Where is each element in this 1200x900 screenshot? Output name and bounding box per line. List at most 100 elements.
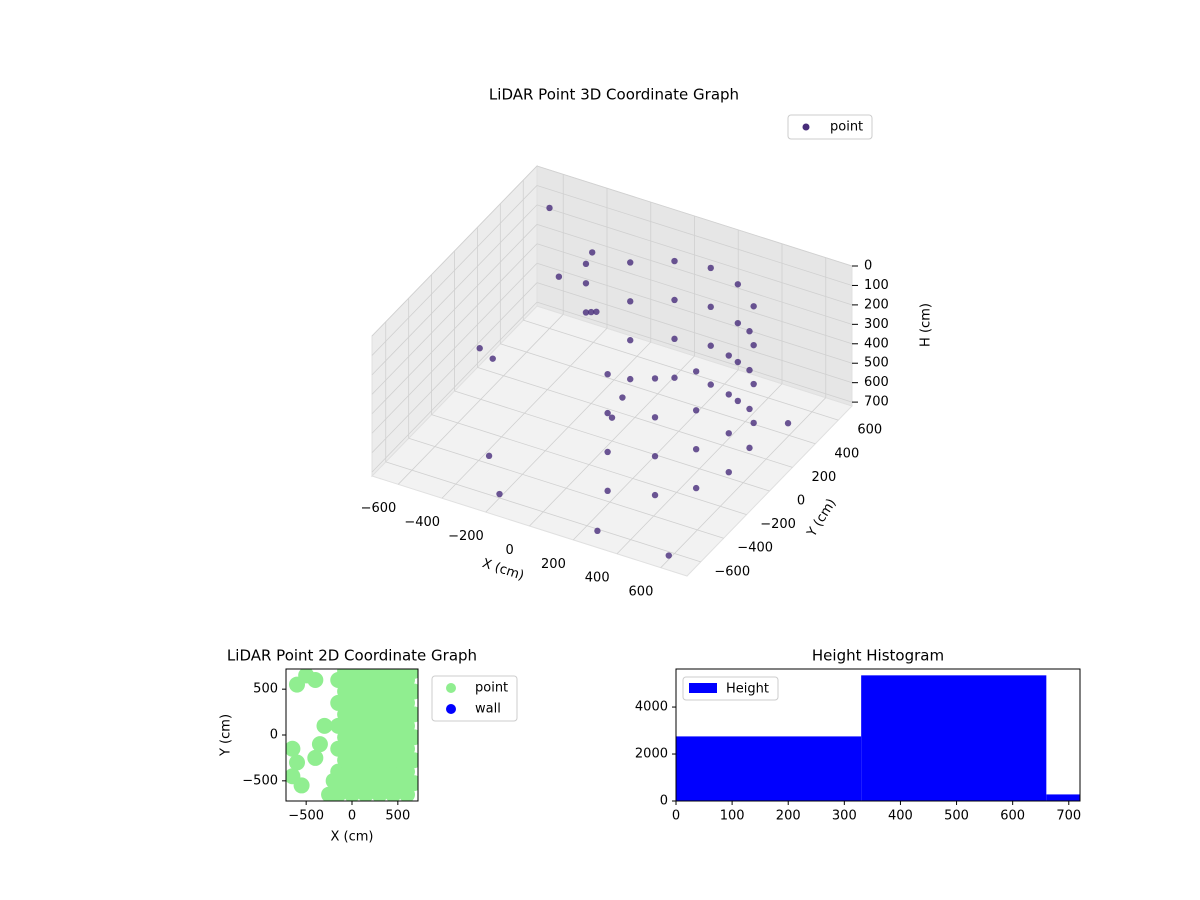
x-tick-label: 600 [1000, 809, 1025, 824]
grid-line [500, 343, 816, 445]
x-axis-label: X (cm) [331, 830, 374, 845]
point [496, 490, 503, 498]
y-tick-label: 500 [253, 682, 278, 697]
point [337, 706, 354, 723]
chart-title: LiDAR Point 2D Coordinate Graph [227, 647, 477, 665]
point [746, 366, 753, 374]
point [364, 775, 381, 792]
point [476, 345, 483, 352]
point [707, 381, 714, 388]
point [582, 260, 590, 268]
point [750, 303, 757, 310]
point [692, 407, 700, 414]
point [337, 683, 354, 700]
x-tick-label: 0 [672, 809, 680, 824]
point [746, 328, 753, 335]
point [289, 676, 305, 693]
point [293, 777, 310, 794]
x-tick-label: −400 [404, 515, 440, 530]
point [378, 752, 395, 769]
x-axis-label: X (cm) [480, 556, 526, 584]
point [665, 552, 672, 559]
x-tick-label: −500 [288, 809, 324, 824]
x-tick-label: 700 [1056, 809, 1081, 824]
grid-line [371, 204, 538, 376]
legend-marker [446, 683, 456, 693]
point [307, 672, 324, 688]
point [350, 752, 367, 769]
x-tick-label: 300 [832, 809, 857, 824]
point [405, 706, 418, 723]
x-tick-label: 600 [629, 585, 654, 600]
grid-line [536, 262, 853, 364]
point [707, 303, 714, 311]
point [485, 452, 493, 460]
point [750, 341, 757, 349]
grid-line [477, 367, 793, 468]
z-tick-label: 700 [864, 395, 889, 410]
point [286, 740, 301, 757]
point [707, 342, 714, 349]
point [594, 527, 601, 535]
y-tick-label: −400 [737, 541, 773, 556]
point [378, 729, 395, 746]
point [350, 729, 367, 746]
grid-line [371, 243, 538, 415]
point [627, 337, 634, 344]
grid-line [371, 262, 538, 434]
z-tick-label: 0 [864, 259, 872, 274]
legend-marker [446, 704, 456, 714]
point [725, 468, 732, 476]
point [392, 752, 409, 769]
plot-area [286, 669, 418, 801]
point [337, 752, 354, 769]
y-tick-label: 4000 [635, 700, 668, 715]
point [651, 453, 659, 460]
grid-line [536, 223, 853, 325]
point [405, 729, 418, 746]
point [651, 491, 659, 499]
point [392, 669, 409, 679]
y-tick-label: 0 [797, 494, 805, 509]
point [587, 308, 595, 316]
x-tick-label: 200 [541, 557, 566, 572]
grid-line [371, 165, 538, 337]
y-tick-label: −200 [760, 517, 796, 532]
histogram-bar [676, 736, 862, 801]
point [307, 749, 324, 766]
grid-line [454, 390, 770, 492]
point [392, 706, 409, 723]
y-tick-label: 400 [834, 446, 859, 461]
z-tick-label: 400 [864, 336, 889, 351]
point [734, 358, 742, 366]
point [671, 335, 678, 343]
point [589, 249, 596, 256]
point [734, 397, 742, 405]
point [311, 736, 328, 753]
point [392, 729, 409, 746]
point [604, 448, 611, 456]
legend-marker [802, 123, 810, 131]
y-tick-label: 600 [857, 423, 882, 438]
x-tick-label: −600 [361, 501, 397, 516]
point [337, 729, 354, 746]
x-tick-label: 0 [506, 543, 514, 558]
grid-line [371, 301, 538, 473]
point [392, 775, 409, 792]
point [627, 259, 634, 266]
point [325, 772, 342, 789]
point [289, 754, 305, 771]
point [604, 487, 611, 495]
y-axis-label: Y (cm) [219, 714, 234, 757]
y-tick-label: 0 [660, 794, 668, 809]
grid-line [408, 437, 724, 539]
point [671, 374, 678, 381]
point [692, 484, 700, 492]
legend-label: Height [726, 682, 769, 697]
grid-line [536, 301, 853, 403]
point [604, 370, 611, 378]
legend-label: point [475, 681, 508, 696]
chart-title: Height Histogram [812, 647, 944, 665]
point [392, 683, 409, 700]
legend-label: point [830, 120, 863, 135]
